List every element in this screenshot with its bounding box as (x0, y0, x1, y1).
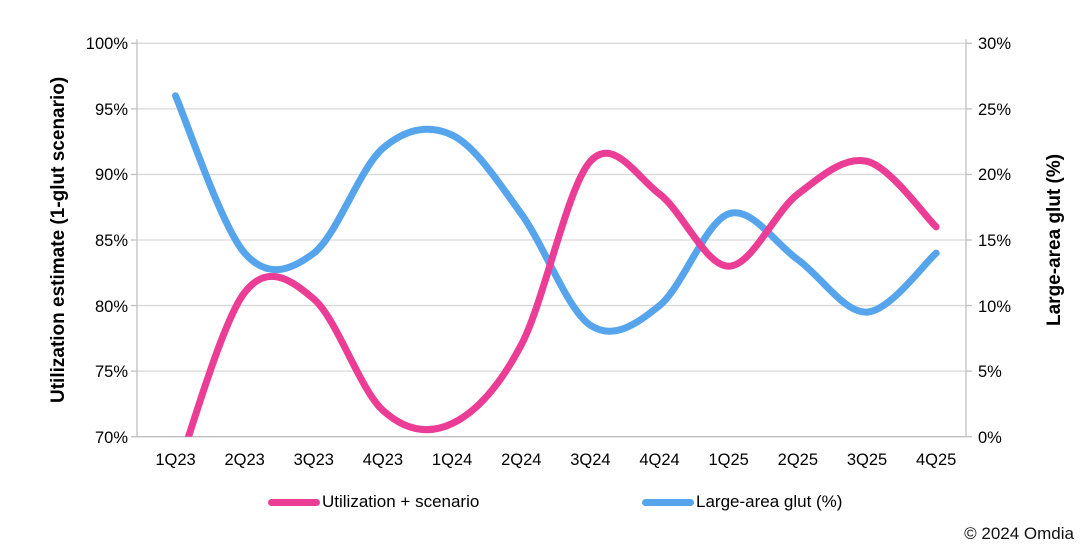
legend-entry-glut: Large-area glut (%) (642, 492, 842, 512)
left-axis-tick-label: 85% (94, 232, 128, 250)
x-axis-tick-label: 4Q24 (639, 451, 680, 469)
x-axis-tick-label: 2Q24 (501, 451, 542, 469)
right-axis-tick-label: 5% (978, 363, 1002, 382)
right-axis-tick-label: 25% (978, 100, 1012, 119)
left-axis-tick-label: 100% (85, 35, 128, 54)
glut-line-swatch (642, 498, 694, 506)
x-axis-tick-label: 2Q25 (777, 451, 819, 469)
x-axis-tick-label: 4Q25 (915, 451, 957, 469)
left-axis-tick-label: 75% (94, 363, 128, 382)
copyright-notice: © 2024 Omdia (964, 524, 1074, 543)
left-axis-tick-label: 70% (94, 428, 128, 447)
right-axis-title: Large-area glut (%) (1044, 153, 1065, 327)
right-axis-tick-label: 10% (978, 297, 1012, 316)
x-axis-tick-label: 2Q23 (224, 451, 265, 469)
x-axis-tick-label: 3Q25 (846, 451, 888, 469)
right-axis-tick-label: 20% (978, 166, 1012, 185)
x-axis-tick-label: 1Q23 (155, 451, 196, 469)
left-axis-tick-label: 95% (94, 100, 128, 119)
left-axis-tick-label: 90% (94, 166, 128, 185)
glut-series-line (172, 92, 940, 335)
right-axis-tick-label: 15% (978, 232, 1012, 250)
x-axis-tick-label: 1Q24 (431, 451, 473, 469)
utilization-series-line (184, 150, 940, 437)
legend-label-utilization: Utilization + scenario (322, 492, 480, 511)
left-axis-tick-label: 80% (94, 297, 128, 316)
legend-label-glut: Large-area glut (%) (696, 492, 843, 511)
utilization-line-swatch (268, 498, 320, 506)
x-axis-tick-label: 3Q24 (570, 451, 611, 469)
x-axis-tick-label: 4Q23 (362, 451, 404, 469)
x-axis-tick-label: 1Q25 (708, 451, 749, 469)
legend-entry-utilization: Utilization + scenario (268, 492, 479, 512)
x-axis-tick-label: 3Q23 (293, 451, 334, 469)
right-axis-tick-label: 0% (978, 428, 1002, 447)
right-axis-tick-label: 30% (978, 35, 1012, 54)
